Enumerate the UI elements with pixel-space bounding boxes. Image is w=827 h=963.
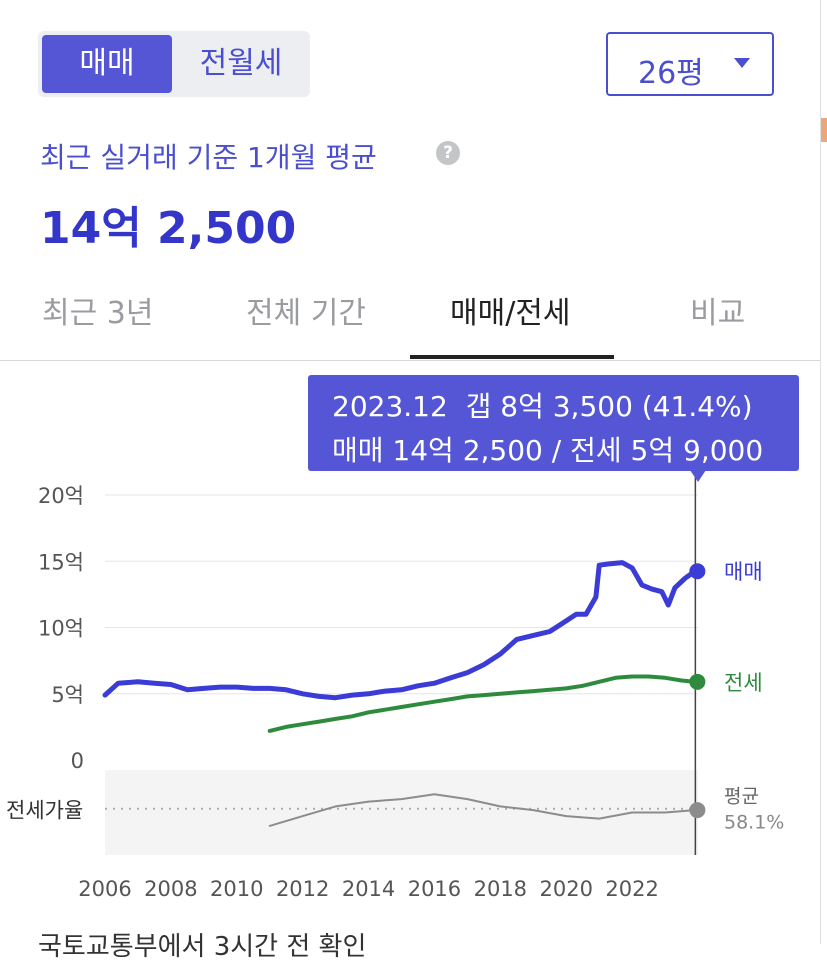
trade-type-toggle: 매매 전월세 bbox=[38, 31, 310, 97]
x-tick-label: 2010 bbox=[210, 877, 263, 901]
tooltip-pointer bbox=[690, 470, 706, 482]
y-tick-label: 20억 bbox=[38, 484, 84, 508]
x-tick-label: 2020 bbox=[539, 877, 592, 901]
ratio-average-label: 평균 bbox=[724, 786, 759, 808]
area-dropdown-value: 26평 bbox=[638, 56, 704, 91]
x-tick-label: 2014 bbox=[342, 877, 395, 901]
help-icon[interactable]: ? bbox=[436, 141, 460, 165]
y-tick-label: 5억 bbox=[51, 683, 84, 707]
x-tick-label: 2016 bbox=[408, 877, 461, 901]
jeonse-series-line bbox=[267, 674, 697, 733]
y-tick-label: 0 bbox=[71, 749, 84, 773]
y-tick-label: 10억 bbox=[38, 617, 84, 641]
x-tick-label: 2018 bbox=[474, 877, 527, 901]
rent-tab-button[interactable]: 전월세 bbox=[199, 46, 283, 81]
side-marker bbox=[821, 118, 827, 142]
jeonse-end-point bbox=[689, 673, 706, 690]
sale-end-point bbox=[689, 563, 706, 580]
source-note: 국토교통부에서 3시간 전 확인 bbox=[38, 932, 367, 962]
tooltip-gap-line: 2023.12 갭 8억 3,500 (41.4%) bbox=[332, 390, 753, 423]
sale-end-label: 매매 bbox=[724, 560, 763, 584]
tab-sale-jeonse[interactable]: 매매/전세 bbox=[450, 296, 571, 331]
x-tick-label: 2022 bbox=[605, 877, 658, 901]
tab-all-period[interactable]: 전체 기간 bbox=[246, 296, 366, 331]
x-tick-label: 2008 bbox=[144, 877, 197, 901]
y-tick-label: 15억 bbox=[38, 550, 84, 574]
tab-compare[interactable]: 비교 bbox=[690, 296, 746, 331]
average-price: 14억 2,500 bbox=[40, 203, 297, 254]
chart-tooltip: 2023.12 갭 8억 3,500 (41.4%) 매매 14억 2,500 … bbox=[308, 375, 799, 471]
tab-recent-3y[interactable]: 최근 3년 bbox=[42, 296, 154, 331]
sale-tab-button[interactable]: 매매 bbox=[42, 35, 172, 93]
price-caption: 최근 실거래 기준 1개월 평균 bbox=[40, 141, 377, 174]
ratio-band bbox=[105, 770, 698, 855]
x-tick-label: 2006 bbox=[78, 877, 131, 901]
ratio-series-line bbox=[268, 793, 696, 827]
tab-divider bbox=[0, 360, 820, 361]
sale-series-line bbox=[102, 560, 698, 701]
tooltip-price-line: 매매 14억 2,500 / 전세 5억 9,000 bbox=[332, 434, 764, 467]
x-tick-label: 2012 bbox=[276, 877, 329, 901]
area-dropdown[interactable]: 26평 bbox=[606, 32, 774, 96]
chevron-down-icon bbox=[734, 58, 750, 68]
jeonse-end-label: 전세 bbox=[724, 671, 763, 695]
active-tab-indicator bbox=[410, 355, 614, 359]
price-chart[interactable]: 20억 15억 10억 5억 0 2006 2008 2010 2012 2014 2016 2018… bbox=[0, 470, 827, 910]
panel-edge bbox=[820, 0, 821, 944]
ratio-axis-label: 전세가율 bbox=[6, 799, 83, 823]
ratio-end-point bbox=[689, 802, 706, 819]
ratio-average-value: 58.1% bbox=[724, 812, 784, 834]
